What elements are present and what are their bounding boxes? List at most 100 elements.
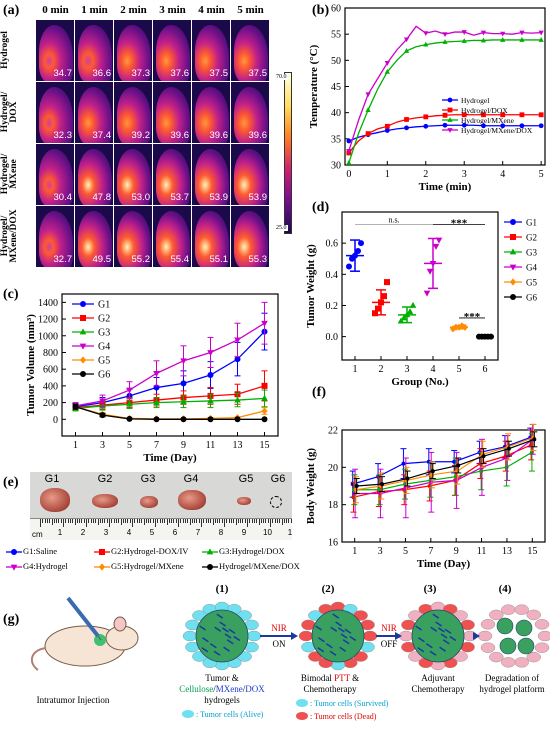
mxene-sheet bbox=[342, 639, 350, 645]
mxene-sheet bbox=[201, 647, 209, 653]
mxene-sheet bbox=[325, 643, 333, 649]
y-tick-label: 0.0 bbox=[326, 332, 339, 343]
legend-marker bbox=[207, 564, 213, 570]
data-point bbox=[126, 415, 133, 422]
thermal-temp-value: 53.9 bbox=[248, 192, 268, 203]
data-point bbox=[442, 122, 448, 128]
legend-cell-survived bbox=[296, 699, 308, 707]
legend-marker bbox=[510, 219, 516, 225]
series-line bbox=[355, 438, 534, 495]
mxene-sheet bbox=[417, 647, 425, 653]
hydrogel-core bbox=[195, 609, 249, 663]
thermal-image: 37.6 bbox=[153, 20, 191, 81]
x-tick-label: 3 bbox=[378, 546, 383, 557]
thermal-row-label: Hydrogel/ DOX bbox=[0, 91, 19, 133]
legend-marker bbox=[509, 264, 517, 271]
tumor-stage-3 bbox=[398, 601, 478, 671]
group-legend: G1:Saline G2:Hydrogel-DOX/IV G3:Hydrogel/D… bbox=[6, 542, 300, 574]
thermal-temp-value: 37.4 bbox=[92, 130, 112, 141]
thermal-temp-value: 37.6 bbox=[170, 68, 190, 79]
legend-entry: G6 bbox=[526, 293, 537, 303]
panel-label-b: (b) bbox=[312, 3, 330, 18]
tumor-cell bbox=[182, 630, 198, 642]
y-tick-label: 45 bbox=[331, 82, 341, 93]
hydrogel-fragment bbox=[515, 619, 533, 637]
panel-label-g: (g) bbox=[3, 612, 20, 627]
data-point bbox=[456, 463, 461, 468]
caption-injection: Intratumor Injection bbox=[37, 695, 110, 705]
data-point bbox=[479, 469, 484, 474]
mxene-sheet bbox=[330, 626, 338, 632]
tumor-cell bbox=[489, 609, 504, 621]
legend-entry: G2 bbox=[98, 314, 110, 325]
empty-tumor-circle bbox=[270, 496, 282, 508]
photo-group-label: G2 bbox=[97, 473, 113, 485]
data-point bbox=[403, 48, 410, 53]
x-tick-label: 1 bbox=[385, 169, 390, 180]
mxene-sheet bbox=[349, 635, 357, 642]
data-point bbox=[384, 123, 390, 129]
ruler-number: 1 bbox=[57, 528, 63, 537]
series-line bbox=[75, 397, 265, 410]
thermal-image: 55.2 bbox=[114, 206, 152, 267]
significance-label: *** bbox=[451, 217, 468, 229]
mxene-sheet bbox=[437, 627, 445, 633]
data-point bbox=[461, 30, 467, 35]
data-point bbox=[99, 412, 106, 419]
data-point bbox=[480, 30, 487, 36]
x-axis-label: Group (No.) bbox=[391, 376, 449, 388]
mxene-sheet bbox=[219, 621, 227, 627]
photo-group-label: G6 bbox=[270, 473, 286, 485]
arrow-label-nir: NIR bbox=[271, 623, 287, 633]
y-tick-label: 1400 bbox=[38, 298, 58, 309]
group-legend-label: G1:Saline bbox=[23, 546, 57, 556]
data-point bbox=[126, 387, 133, 394]
step-label: (2) bbox=[322, 583, 335, 595]
tumor-cell bbox=[534, 619, 550, 630]
mxene-sheet bbox=[444, 628, 452, 634]
data-point bbox=[461, 122, 467, 128]
series-line bbox=[75, 331, 265, 408]
caption-material: MXene bbox=[216, 684, 243, 694]
tumor-cell bbox=[477, 630, 493, 642]
thermal-time-label: 4 min bbox=[198, 4, 225, 16]
thermal-image-grid: 0 min 1 min 2 min 3 min 4 min 5 min Hydrogel 34… bbox=[0, 0, 300, 280]
x-tick-label: 7 bbox=[428, 546, 433, 557]
mxene-sheet bbox=[317, 647, 325, 653]
tumor-stage-2 bbox=[298, 601, 378, 671]
data-point bbox=[435, 237, 443, 244]
legend-cell-alive-label: : Tumor cells (Alive) bbox=[196, 710, 264, 719]
data-point bbox=[355, 247, 361, 254]
legend-marker bbox=[80, 356, 86, 364]
thermal-temp-value: 39.6 bbox=[170, 130, 190, 141]
data-point bbox=[180, 358, 187, 365]
caption-fragment: PTT bbox=[334, 673, 351, 683]
tumor-cell bbox=[534, 642, 550, 653]
legend-marker bbox=[510, 294, 516, 300]
thermal-temp-value: 55.1 bbox=[209, 254, 229, 265]
tumor-cell bbox=[501, 657, 516, 668]
legend-entry: G4 bbox=[526, 263, 537, 273]
thermal-temp-value: 47.8 bbox=[92, 192, 112, 203]
data-point bbox=[506, 446, 511, 451]
y-axis-label: Tumor Weight (g) bbox=[305, 244, 317, 328]
tumor-specimen bbox=[40, 488, 70, 512]
data-point bbox=[365, 92, 371, 98]
ruler-number: 9 bbox=[241, 528, 247, 537]
tumor-cell bbox=[298, 630, 314, 642]
data-point bbox=[430, 472, 435, 477]
thermal-image: 37.3 bbox=[114, 20, 152, 81]
caption-stage-4: Degradation of bbox=[485, 673, 539, 683]
y-tick-label: 55 bbox=[331, 30, 341, 41]
data-point bbox=[403, 311, 411, 318]
ruler-number: 10 bbox=[263, 528, 272, 537]
legend-entry: G2 bbox=[526, 233, 537, 243]
mxene-sheet bbox=[233, 635, 241, 642]
hydrogel-core bbox=[411, 609, 465, 663]
y-tick-label: 1200 bbox=[38, 315, 58, 326]
data-point bbox=[538, 30, 544, 36]
y-tick-label: 40 bbox=[331, 108, 341, 119]
x-tick-label: 15 bbox=[527, 546, 537, 557]
mxene-sheet bbox=[228, 628, 236, 634]
thermal-image: 39.6 bbox=[153, 82, 191, 143]
